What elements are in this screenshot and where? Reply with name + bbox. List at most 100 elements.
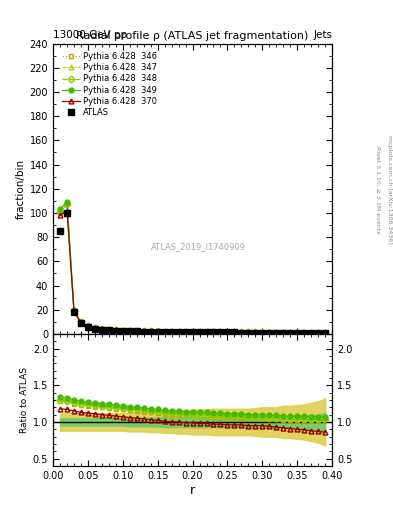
Pythia 6.428  349	[79, 319, 83, 325]
Pythia 6.428  348	[58, 208, 62, 215]
Pythia 6.428  347	[127, 328, 132, 334]
Pythia 6.428  370	[134, 328, 139, 334]
Pythia 6.428  349	[86, 323, 90, 329]
Pythia 6.428  346	[253, 329, 258, 335]
Pythia 6.428  348	[267, 330, 272, 336]
Pythia 6.428  348	[225, 329, 230, 335]
Pythia 6.428  370	[239, 330, 244, 336]
Pythia 6.428  347	[149, 328, 153, 334]
Pythia 6.428  348	[323, 330, 327, 336]
Pythia 6.428  370	[246, 330, 251, 336]
Pythia 6.428  346	[79, 319, 83, 326]
Pythia 6.428  346	[211, 329, 216, 335]
Text: Rivet 3.1.10, ≥ 3.1M events: Rivet 3.1.10, ≥ 3.1M events	[375, 146, 380, 233]
Pythia 6.428  349	[218, 329, 223, 335]
Pythia 6.428  349	[295, 330, 299, 336]
Pythia 6.428  348	[114, 327, 118, 333]
Pythia 6.428  347	[120, 328, 125, 334]
Pythia 6.428  346	[309, 330, 314, 336]
ATLAS	[267, 330, 272, 336]
Pythia 6.428  349	[260, 329, 265, 335]
Pythia 6.428  348	[127, 328, 132, 334]
Pythia 6.428  370	[127, 328, 132, 334]
Pythia 6.428  347	[225, 329, 230, 335]
Pythia 6.428  349	[246, 329, 251, 335]
Pythia 6.428  347	[86, 323, 90, 329]
ATLAS	[79, 320, 83, 326]
Pythia 6.428  370	[295, 330, 299, 336]
ATLAS	[323, 330, 327, 336]
Pythia 6.428  370	[204, 329, 209, 335]
ATLAS	[246, 330, 251, 336]
Line: Pythia 6.428  347: Pythia 6.428 347	[58, 201, 327, 335]
Pythia 6.428  347	[288, 330, 292, 336]
Pythia 6.428  349	[72, 307, 76, 313]
Pythia 6.428  347	[295, 330, 299, 336]
Pythia 6.428  346	[323, 330, 327, 336]
Pythia 6.428  346	[93, 326, 97, 332]
Pythia 6.428  349	[99, 326, 104, 332]
Text: ATLAS_2019_I1740909: ATLAS_2019_I1740909	[151, 242, 246, 251]
Pythia 6.428  348	[190, 329, 195, 335]
ATLAS	[253, 330, 258, 336]
Pythia 6.428  346	[99, 326, 104, 332]
Pythia 6.428  346	[260, 330, 265, 336]
Pythia 6.428  347	[141, 328, 146, 334]
Pythia 6.428  348	[218, 329, 223, 335]
Pythia 6.428  347	[107, 327, 111, 333]
Pythia 6.428  349	[58, 206, 62, 212]
Pythia 6.428  349	[232, 329, 237, 335]
Line: Pythia 6.428  348: Pythia 6.428 348	[58, 202, 327, 335]
Pythia 6.428  347	[232, 329, 237, 335]
Pythia 6.428  370	[79, 319, 83, 326]
Pythia 6.428  347	[246, 329, 251, 335]
Pythia 6.428  346	[176, 329, 181, 335]
ATLAS	[107, 327, 111, 333]
ATLAS	[295, 330, 299, 336]
Pythia 6.428  348	[149, 328, 153, 334]
Pythia 6.428  370	[72, 308, 76, 314]
ATLAS	[190, 329, 195, 335]
Pythia 6.428  349	[281, 329, 286, 335]
Pythia 6.428  346	[162, 329, 167, 335]
ATLAS	[58, 228, 62, 234]
Pythia 6.428  370	[64, 207, 70, 214]
Pythia 6.428  346	[86, 324, 90, 330]
Pythia 6.428  370	[316, 330, 321, 336]
Pythia 6.428  346	[218, 329, 223, 335]
Pythia 6.428  348	[64, 201, 70, 207]
Pythia 6.428  349	[176, 329, 181, 335]
Pythia 6.428  349	[211, 329, 216, 335]
Pythia 6.428  347	[323, 330, 327, 336]
Pythia 6.428  349	[64, 199, 70, 205]
Pythia 6.428  346	[295, 330, 299, 336]
Pythia 6.428  347	[274, 330, 279, 336]
Pythia 6.428  370	[58, 212, 62, 219]
Pythia 6.428  346	[281, 330, 286, 336]
Pythia 6.428  347	[72, 308, 76, 314]
Pythia 6.428  370	[162, 329, 167, 335]
ATLAS	[134, 328, 139, 334]
Pythia 6.428  370	[302, 330, 307, 336]
ATLAS	[93, 326, 97, 332]
Pythia 6.428  348	[183, 329, 188, 335]
Pythia 6.428  370	[232, 329, 237, 335]
Pythia 6.428  370	[93, 326, 97, 332]
Pythia 6.428  347	[267, 329, 272, 335]
Pythia 6.428  370	[114, 328, 118, 334]
Pythia 6.428  348	[239, 329, 244, 335]
Pythia 6.428  370	[141, 329, 146, 335]
ATLAS	[64, 210, 70, 216]
Pythia 6.428  370	[86, 324, 90, 330]
ATLAS	[162, 329, 167, 335]
Pythia 6.428  349	[302, 330, 307, 336]
Pythia 6.428  346	[204, 329, 209, 335]
Pythia 6.428  349	[155, 328, 160, 334]
Line: Pythia 6.428  346: Pythia 6.428 346	[58, 202, 327, 335]
ATLAS	[211, 329, 216, 335]
Pythia 6.428  347	[239, 329, 244, 335]
Pythia 6.428  346	[316, 330, 321, 336]
Pythia 6.428  347	[190, 329, 195, 335]
Pythia 6.428  346	[120, 328, 125, 334]
Pythia 6.428  346	[288, 330, 292, 336]
